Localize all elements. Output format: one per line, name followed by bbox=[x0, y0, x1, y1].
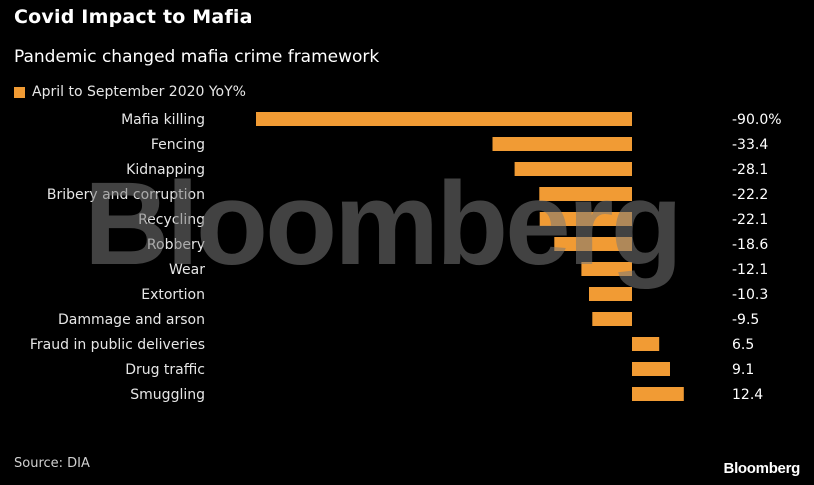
category-label: Drug traffic bbox=[125, 362, 205, 378]
legend: April to September 2020 YoY% bbox=[14, 84, 246, 100]
value-label: 12.4 bbox=[732, 387, 763, 403]
category-label: Fraud in public deliveries bbox=[30, 337, 205, 353]
source-note: Source: DIA bbox=[14, 456, 90, 471]
bar bbox=[592, 312, 632, 326]
bar bbox=[256, 112, 632, 126]
bar bbox=[581, 262, 632, 276]
category-label: Robbery bbox=[147, 237, 205, 253]
value-label: -22.2 bbox=[732, 187, 768, 203]
bar bbox=[554, 237, 632, 251]
bar bbox=[632, 337, 660, 351]
category-label: Bribery and corruption bbox=[47, 187, 205, 203]
value-label: -33.4 bbox=[732, 137, 768, 153]
category-label: Dammage and arson bbox=[58, 312, 205, 328]
value-label: -10.3 bbox=[732, 287, 768, 303]
value-label: -9.5 bbox=[732, 312, 759, 328]
bar bbox=[589, 287, 632, 301]
category-label: Mafia killing bbox=[121, 112, 205, 128]
value-label: -18.6 bbox=[732, 237, 768, 253]
value-label: -22.1 bbox=[732, 212, 768, 228]
bar bbox=[539, 212, 632, 226]
value-label: -12.1 bbox=[732, 262, 768, 278]
category-label: Fencing bbox=[151, 137, 205, 153]
value-label: -90.0% bbox=[732, 112, 782, 128]
legend-label: April to September 2020 YoY% bbox=[32, 84, 246, 100]
category-label: Smuggling bbox=[130, 387, 205, 403]
bar bbox=[514, 162, 632, 176]
bloomberg-logo: Bloomberg bbox=[723, 460, 801, 477]
value-label: 9.1 bbox=[732, 362, 754, 378]
chart-subtitle: Pandemic changed mafia crime framework bbox=[14, 47, 380, 67]
bar bbox=[492, 137, 632, 151]
bar bbox=[539, 187, 632, 201]
value-label: 6.5 bbox=[732, 337, 754, 353]
chart-title: Covid Impact to Mafia bbox=[14, 6, 253, 28]
value-label: -28.1 bbox=[732, 162, 768, 178]
category-label: Wear bbox=[169, 262, 205, 278]
category-label: Extortion bbox=[141, 287, 205, 303]
category-label: Recycling bbox=[138, 212, 205, 228]
category-label: Kidnapping bbox=[126, 162, 205, 178]
bar bbox=[632, 387, 684, 401]
bar bbox=[632, 362, 670, 376]
legend-swatch bbox=[14, 86, 25, 98]
